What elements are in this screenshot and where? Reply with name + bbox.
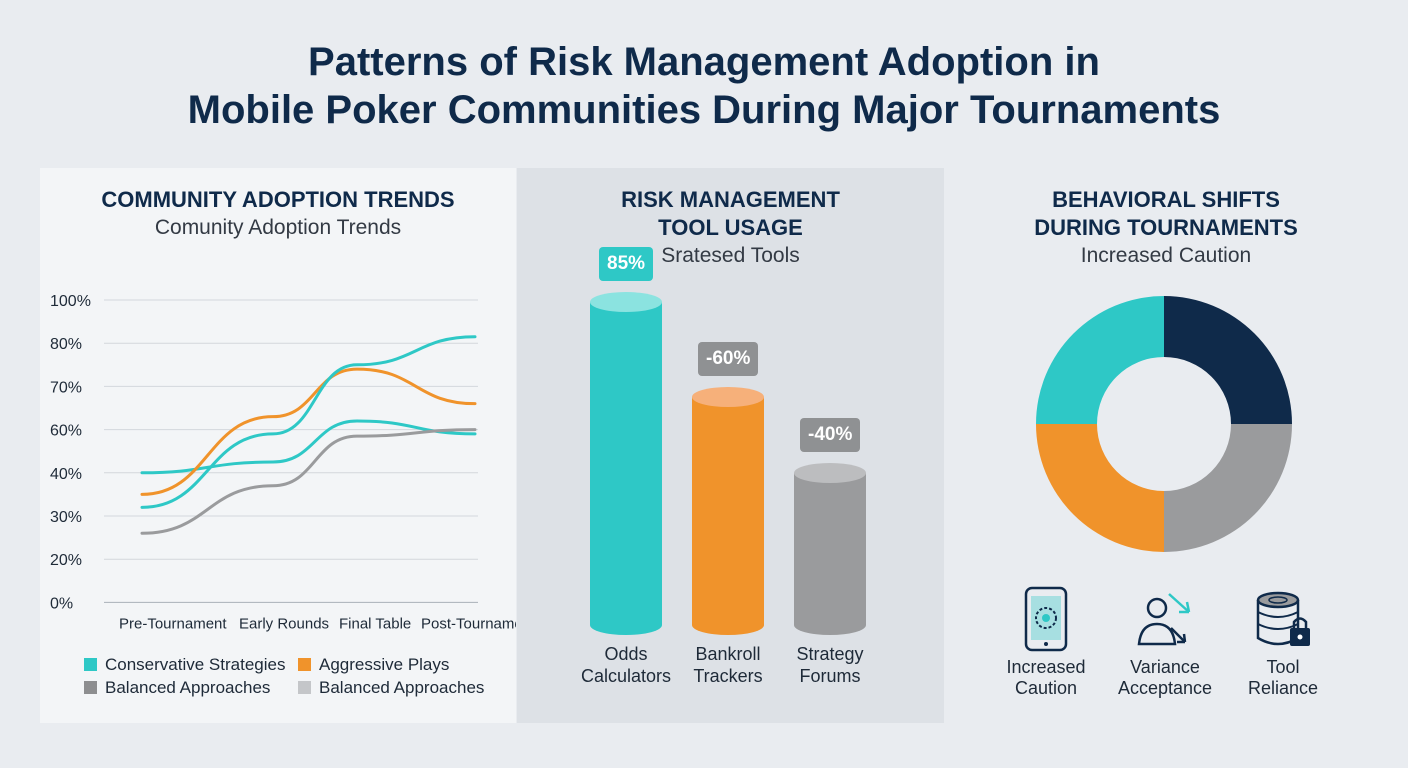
legend-label: Aggressive Plays [319,655,450,674]
bar-category-label-line: Trackers [693,666,763,686]
tool-usage-heading-line-1: RISK MANAGEMENT [621,187,840,212]
x-tick-label: Post-Tournament [421,615,516,632]
chip-stack-lock-icon [1256,591,1310,646]
y-tick-label: 0% [50,595,73,612]
adoption-trends-subheading: Comunity Adoption Trends [154,216,402,239]
smartphone-chip-icon [1024,586,1068,652]
page-title-line-1: Patterns of Risk Management Adoption in [308,40,1100,84]
y-tick-label: 80% [50,336,82,353]
adoption-trends-heading: COMMUNITY ADOPTION TRENDS [101,187,455,212]
behavioral-subheading: Increased Caution [1080,244,1252,267]
bar-category-label: Odds Calculators [571,643,681,687]
legend-item-aggressive: Aggressive Plays [298,655,449,675]
donut-slice-teal [1036,296,1164,424]
legend-swatch-light-gray [298,681,311,694]
bar-value-label: 85% [599,247,654,281]
bar-top-cap [590,292,662,312]
x-tick-label: Final Table [339,615,411,632]
person-arrow-icon [1137,593,1191,646]
x-tick-label: Pre-Tournament [119,615,227,632]
bar-top-cap [692,387,764,407]
y-tick-label: 40% [50,466,82,483]
icon-label-line: Variance [1130,657,1200,677]
legend-label: Balanced Approaches [105,678,271,697]
icon-label-tool-reliance: Tool Reliance [1218,657,1348,699]
bar-category-label-line: Odds [604,644,648,664]
series-line-4 [140,428,477,535]
series-line-3 [140,335,477,509]
y-tick-label: 20% [50,552,82,569]
y-tick-label: 60% [50,423,82,440]
legend-label: Balanced Approaches [319,678,485,697]
icon-label-line: Reliance [1247,678,1319,698]
legend-swatch-orange [298,658,311,671]
y-tick-label: 30% [50,509,82,526]
bar-body [590,302,662,625]
behavioral-heading-line-2: DURING TOURNAMENTS [1034,215,1298,240]
legend-item-balanced-gray: Balanced Approaches [84,678,270,698]
bar-category-label: Bankroll Trackers [673,643,783,687]
bar-top-cap [794,463,866,483]
legend-swatch-teal [84,658,97,671]
legend-item-balanced-light: Balanced Approaches [298,678,484,698]
behavioral-donut-chart [1036,296,1292,552]
x-tick-label: Early Rounds [239,615,329,632]
behavioral-shifts-panel: BEHAVIORAL SHIFTS DURING TOURNAMENTS Inc… [946,168,1386,723]
series-line-2 [140,367,477,496]
bar-category-label: Strategy Forums [775,643,885,687]
bar-category-label-line: Calculators [580,666,672,686]
legend-item-conservative: Conservative Strategies [84,655,285,675]
legend-swatch-gray [84,681,97,694]
tool-usage-subheading: Sratesed Tools [661,244,800,267]
bar-body [794,473,866,625]
bar-overlays: 85% Odds Calculators -60% Bankroll Trackers -4… [517,168,944,723]
icon-label-increased-caution: Increased Caution [981,657,1111,699]
page-title-line-2: Mobile Poker Communities During Major To… [187,88,1221,132]
y-tick-label: 100% [50,293,91,310]
icon-label-line: Caution [1014,678,1078,698]
icon-label-line: Acceptance [1117,678,1213,698]
tool-usage-panel: RISK MANAGEMENT TOOL USAGE Sratesed Tool… [517,168,944,723]
adoption-trends-panel: COMMUNITY ADOPTION TRENDS Comunity Adopt… [40,168,516,723]
donut-slice-orange [1036,424,1164,552]
series-line-1 [140,419,477,475]
bar-body [692,397,764,625]
bar-value-label: -60% [698,342,759,376]
y-tick-label: 70% [50,379,82,396]
icon-label-line: Increased [1006,657,1086,677]
donut-slice-navy [1164,296,1292,424]
donut-slice-gray [1164,424,1292,552]
bar-category-label-line: Strategy [796,644,864,664]
icon-label-variance-acceptance: Variance Acceptance [1100,657,1230,699]
legend-label: Conservative Strategies [105,655,286,674]
bar-value-label: -40% [800,418,861,452]
icon-label-line: Tool [1266,657,1300,677]
adoption-legend: Conservative Strategies Aggressive Plays… [40,168,516,723]
adoption-line-chart: 100% 80% 70% 60% 40% 30% 20% 0% Pre-Tournament E… [50,293,516,632]
tool-usage-bar-chart [590,292,866,635]
page-title: Patterns of Risk Management Adoption in … [0,38,1408,134]
bar-category-label-line: Bankroll [695,644,761,664]
tool-usage-heading-line-2: TOOL USAGE [658,215,803,240]
bar-category-label-line: Forums [799,666,861,686]
behavioral-heading-line-1: BEHAVIORAL SHIFTS [1052,187,1280,212]
